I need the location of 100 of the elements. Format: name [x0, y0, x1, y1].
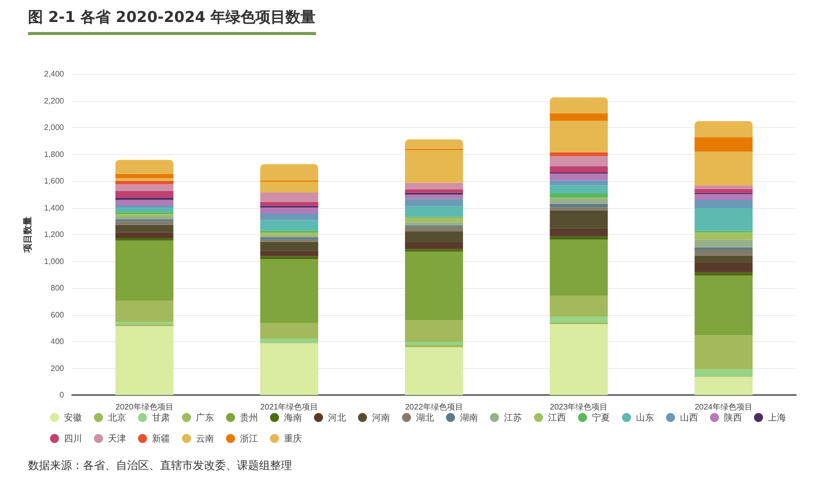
bar — [550, 180, 608, 186]
y-tick-label: 1,800 — [44, 150, 65, 159]
bar — [694, 137, 753, 152]
bar — [260, 192, 318, 202]
y-tick-label: 400 — [50, 337, 65, 346]
bar — [260, 258, 318, 324]
bar — [115, 232, 174, 238]
legend-label: 北京 — [108, 412, 126, 422]
legend-label: 广东 — [196, 412, 214, 422]
bar — [550, 240, 608, 296]
legend-label: 重庆 — [284, 434, 302, 444]
bar — [550, 207, 608, 210]
bar — [694, 194, 753, 200]
y-tick-label: 2,400 — [44, 70, 65, 78]
legend-label: 河南 — [372, 412, 390, 422]
bar — [115, 184, 174, 191]
bar — [405, 342, 463, 345]
bar — [550, 193, 608, 198]
legend-label: 云南 — [196, 434, 214, 444]
bar — [260, 250, 318, 256]
bar — [115, 238, 174, 241]
bar — [405, 218, 463, 222]
bar — [550, 324, 608, 395]
x-tick-label: 2022年绿色项目 — [405, 402, 463, 412]
bar — [694, 188, 753, 193]
bar — [405, 226, 463, 232]
y-tick-label: 800 — [50, 284, 65, 292]
bar — [115, 207, 174, 212]
bar — [260, 202, 318, 206]
source-note: 数据来源：各省、自治区、直辖市发改委、课题组整理 — [28, 458, 292, 473]
bar — [405, 344, 463, 348]
y-tick-label: 2,000 — [44, 123, 65, 132]
legend-label: 湖北 — [416, 412, 434, 422]
bar — [260, 338, 318, 343]
bar — [550, 152, 608, 156]
legend-label: 山西 — [680, 412, 698, 422]
bar — [694, 335, 753, 370]
bar — [694, 186, 753, 189]
bar — [694, 151, 753, 186]
bar — [405, 222, 463, 226]
bar — [550, 228, 608, 236]
legend-label: 浙江 — [240, 434, 258, 444]
x-tick-label: 2020年绿色项目 — [116, 402, 174, 412]
legend-label: 海南 — [284, 412, 302, 422]
legend-label: 江西 — [548, 412, 566, 422]
bar — [405, 251, 463, 320]
bar — [694, 272, 753, 276]
bar — [260, 182, 318, 193]
y-tick-label: 1,600 — [44, 176, 65, 186]
bar — [405, 194, 463, 199]
bar — [550, 316, 608, 323]
y-tick-label: 200 — [50, 364, 65, 373]
bar — [405, 242, 463, 250]
bar — [115, 326, 174, 395]
bar — [115, 300, 174, 322]
legend-label: 天津 — [108, 434, 126, 444]
bar — [405, 320, 463, 342]
bar — [405, 232, 463, 243]
y-tick-label: 600 — [50, 310, 65, 320]
legend-label: 新疆 — [152, 434, 170, 444]
bar — [115, 224, 174, 232]
bar — [550, 156, 608, 166]
legend-label: 山东 — [636, 412, 654, 422]
bar — [694, 121, 753, 138]
bar — [550, 166, 608, 172]
bar — [115, 240, 174, 300]
bar — [550, 120, 608, 153]
bar — [260, 214, 318, 220]
bar — [405, 347, 463, 395]
y-axis-title: 项目数量 — [22, 216, 32, 254]
bar — [260, 232, 318, 236]
bar — [694, 256, 753, 263]
bar — [550, 185, 608, 194]
bar — [405, 190, 463, 193]
y-tick-label: 1,200 — [44, 230, 65, 239]
legend-label: 江苏 — [504, 412, 522, 422]
bar — [260, 207, 318, 214]
chart-title: 图 2-1 各省 2020-2024 年绿色项目数量 — [28, 8, 316, 27]
bar — [405, 198, 463, 206]
bar — [694, 250, 753, 256]
legend-label: 湖南 — [460, 412, 478, 422]
bar — [550, 204, 608, 208]
y-tick-label: 1,400 — [44, 203, 65, 212]
x-tick-label: 2024年绿色项目 — [694, 402, 752, 412]
legend-label: 贵州 — [240, 412, 258, 422]
y-tick-label: 0 — [60, 390, 65, 400]
bar — [694, 247, 753, 250]
bar — [550, 174, 608, 180]
bar — [115, 174, 174, 178]
bar — [260, 343, 318, 395]
bar — [260, 242, 318, 251]
bar — [550, 295, 608, 316]
bar — [550, 210, 608, 228]
y-tick-label: 1,000 — [44, 256, 65, 266]
legend-label: 四川 — [64, 434, 82, 444]
legend-label: 上海 — [768, 412, 786, 422]
legend-label: 河北 — [328, 412, 346, 422]
bar — [694, 232, 753, 240]
bar — [694, 208, 753, 231]
legend-label: 陕西 — [724, 412, 742, 422]
